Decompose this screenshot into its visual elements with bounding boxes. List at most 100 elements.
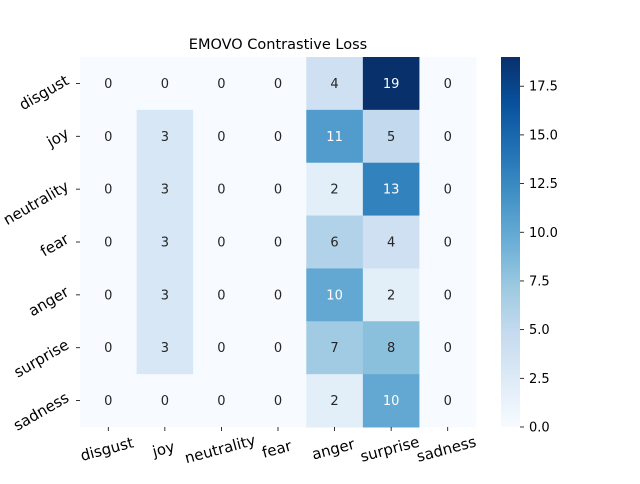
cell-value-label: 5 — [387, 130, 395, 145]
heatmap-cell-labels: 0 0 0 0 4 19 00 3 0 0 11 5 00 3 0 0 2 13 00 3 0 0 6 4 00 3 0 0 10 2 00… — [104, 77, 452, 409]
cell-value-label: 0 — [217, 236, 225, 251]
heatmap-cell — [362, 268, 420, 322]
heatmap-cell — [306, 162, 364, 217]
y-tick-label: fear — [37, 229, 73, 260]
cell-value-label: 2 — [330, 183, 338, 198]
heatmap-cell — [306, 109, 364, 164]
cell-value-label: 0 — [161, 394, 169, 409]
heatmap-cell — [249, 215, 307, 269]
cell-value-label: 3 — [161, 183, 169, 198]
cell-value-label: 10 — [326, 288, 343, 303]
cell-value-label: 2 — [330, 394, 338, 409]
cell-value-label: 0 — [161, 77, 169, 92]
heatmap-cell — [249, 162, 307, 217]
cell-value-label: 0 — [104, 183, 112, 198]
heatmap-cell — [306, 57, 364, 111]
cell-value-label: 0 — [444, 341, 452, 356]
colorbar-tick-label: 7.5 — [529, 274, 550, 289]
cell-value-label: 0 — [217, 341, 225, 356]
heatmap-cell — [362, 374, 420, 428]
heatmap-cell — [136, 162, 194, 217]
heatmap-cell — [80, 374, 138, 428]
cell-value-label: 0 — [274, 236, 282, 251]
heatmap-cell — [419, 268, 477, 322]
cell-value-label: 19 — [383, 77, 400, 92]
colorbar-tick-label: 12.5 — [529, 177, 558, 192]
y-tick-label: neutrality — [0, 177, 72, 229]
cell-value-label: 3 — [161, 288, 169, 303]
heatmap-cell — [249, 321, 307, 375]
x-tick-label: fear — [260, 436, 294, 461]
heatmap-cell — [136, 57, 194, 111]
heatmap-cell — [136, 215, 194, 269]
heatmap-cell — [193, 321, 251, 375]
heatmap-cell — [362, 109, 420, 164]
heatmap-cell — [193, 109, 251, 164]
x-axis: disgust joy neutrality fear anger surprisesad… — [78, 427, 478, 467]
chart-title: EMOVO Contrastive Loss — [189, 37, 367, 53]
colorbar-tick-label: 15.0 — [529, 128, 558, 143]
cell-value-label: 0 — [444, 236, 452, 251]
colorbar-tick-label: 10.0 — [529, 226, 558, 241]
y-tick-label: surprise — [11, 336, 72, 382]
heatmap-cell — [306, 268, 364, 322]
heatmap-cell — [306, 321, 364, 375]
heatmap-cell — [193, 215, 251, 269]
heatmap-cell — [193, 268, 251, 322]
heatmap-cell — [80, 215, 138, 269]
cell-value-label: 4 — [387, 236, 395, 251]
cell-value-label: 3 — [161, 236, 169, 251]
heatmap-cell — [193, 162, 251, 217]
cell-value-label: 8 — [387, 341, 395, 356]
heatmap-cell — [193, 57, 251, 111]
cell-value-label: 3 — [161, 130, 169, 145]
heatmap-cell — [419, 321, 477, 375]
cell-value-label: 0 — [444, 394, 452, 409]
cell-value-label: 0 — [444, 77, 452, 92]
x-tick-label: sadness — [415, 433, 479, 466]
cell-value-label: 0 — [274, 77, 282, 92]
colorbar-tick-label: 17.5 — [529, 80, 558, 95]
cell-value-label: 0 — [274, 183, 282, 198]
heatmap-cell — [136, 321, 194, 375]
cell-value-label: 0 — [104, 77, 112, 92]
y-tick-label: joy — [43, 124, 72, 151]
cell-value-label: 0 — [217, 77, 225, 92]
heatmap-cell — [362, 321, 420, 375]
cell-value-label: 0 — [444, 130, 452, 145]
cell-value-label: 7 — [330, 341, 338, 356]
cell-value-label: 0 — [274, 341, 282, 356]
heatmap-cell — [249, 57, 307, 111]
heatmap-cell — [249, 374, 307, 428]
heatmap-cell — [362, 215, 420, 269]
cell-value-label: 0 — [274, 288, 282, 303]
heatmap-cell — [306, 215, 364, 269]
cell-value-label: 13 — [383, 183, 400, 198]
cell-value-label: 0 — [444, 183, 452, 198]
cell-value-label: 0 — [104, 394, 112, 409]
heatmap-cell — [249, 109, 307, 164]
heatmap-cell — [136, 374, 194, 428]
heatmap-cell — [80, 268, 138, 322]
colorbar-tick-label: 5.0 — [529, 323, 550, 338]
x-tick-label: disgust — [78, 433, 135, 464]
cell-value-label: 2 — [387, 288, 395, 303]
heatmap-cell — [362, 162, 420, 217]
heatmap-cell — [419, 374, 477, 428]
colorbar: 0.0 2.5 5.0 7.5 10.0 12.5 15.0 17.5 — [501, 57, 558, 436]
heatmap-cell — [249, 268, 307, 322]
heatmap-cell — [193, 374, 251, 428]
x-tick-label: joy — [150, 438, 177, 461]
colorbar-gradient — [501, 57, 520, 427]
x-tick-label: neutrality — [183, 431, 258, 467]
cell-value-label: 0 — [104, 288, 112, 303]
heatmap-cell — [80, 57, 138, 111]
heatmap-cell — [419, 215, 477, 269]
heatmap-cell — [80, 162, 138, 217]
heatmap-cell — [136, 109, 194, 164]
cell-value-label: 0 — [217, 130, 225, 145]
cell-value-label: 4 — [330, 77, 338, 92]
cell-value-label: 11 — [326, 130, 343, 145]
